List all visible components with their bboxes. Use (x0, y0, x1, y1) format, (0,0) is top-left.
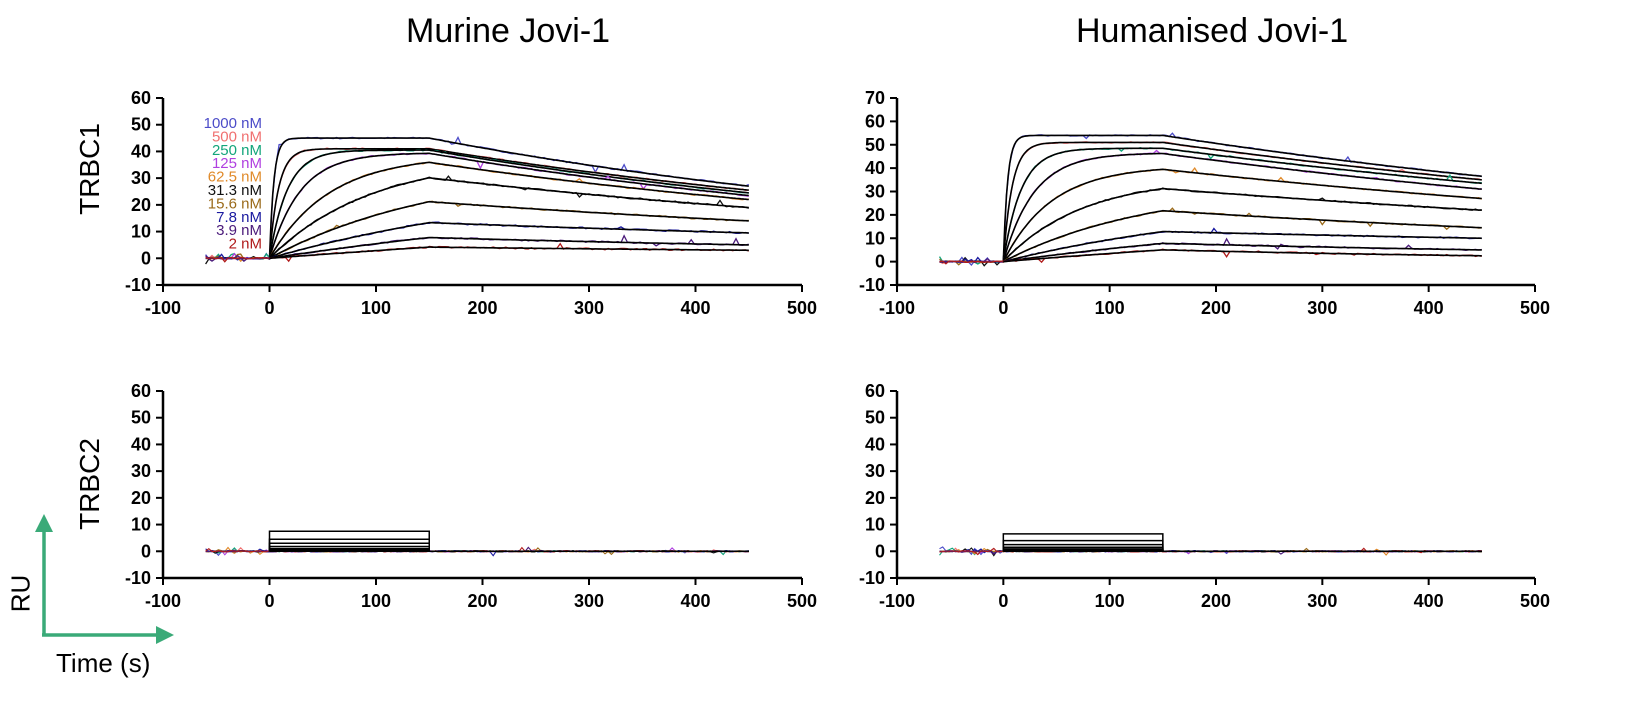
y-tick-label: 50 (131, 408, 151, 428)
panel-humanised-trbc2: -100102030405060-100 0 100 200 300 400 500 (859, 381, 1550, 611)
y-tick-label: 10 (865, 515, 885, 535)
x-tick-label: 100 (1095, 591, 1125, 611)
y-tick-label: -10 (125, 275, 151, 295)
x-tick-label: 200 (467, 298, 497, 318)
x-tick-label: 400 (680, 591, 710, 611)
x-tick-label: 100 (361, 591, 391, 611)
y-tick-label: 50 (865, 135, 885, 155)
x-tick-label: 400 (680, 298, 710, 318)
figure: Murine Jovi-1 Humanised Jovi-1 TRBC1 TRB… (0, 0, 1635, 726)
y-tick-label: 40 (865, 158, 885, 178)
plots-canvas: -100102030405060-100 0 100 200 300 400 5001000… (0, 0, 1635, 726)
x-tick-label: -100 (145, 298, 181, 318)
x-tick-label: -100 (145, 591, 181, 611)
x-tick-label: 300 (1307, 298, 1337, 318)
y-tick-label: 10 (131, 222, 151, 242)
x-tick-label: -100 (879, 298, 915, 318)
y-tick-label: 40 (131, 141, 151, 161)
x-tick-label: 0 (998, 591, 1008, 611)
y-tick-label: 60 (865, 111, 885, 131)
x-tick-label: 200 (1201, 298, 1231, 318)
y-tick-label: 60 (131, 381, 151, 401)
y-tick-label: 30 (865, 182, 885, 202)
x-tick-label: 500 (787, 591, 817, 611)
x-tick-label: 500 (1520, 298, 1550, 318)
x-tick-label: 0 (998, 298, 1008, 318)
y-tick-label: 30 (131, 461, 151, 481)
x-tick-label: 500 (787, 298, 817, 318)
y-tick-label: -10 (859, 568, 885, 588)
y-tick-label: -10 (859, 275, 885, 295)
x-tick-label: 100 (361, 298, 391, 318)
x-tick-label: 200 (467, 591, 497, 611)
x-tick-label: 500 (1520, 591, 1550, 611)
x-tick-label: 400 (1414, 591, 1444, 611)
y-tick-label: 20 (865, 205, 885, 225)
guide-arrowhead-right (156, 626, 174, 644)
panel-murine-trbc1: -100102030405060-100 0 100 200 300 400 5001000… (125, 88, 817, 318)
panel-murine-trbc2: -100102030405060-100 0 100 200 300 400 500 (125, 381, 817, 611)
y-tick-label: 30 (131, 168, 151, 188)
guide-y-label: RU (5, 575, 36, 613)
fit-curve-125nM (270, 153, 749, 258)
fit-curve-500nM (1003, 142, 1482, 261)
guide-arrowhead-up (35, 514, 53, 532)
x-tick-label: 400 (1414, 298, 1444, 318)
x-tick-label: 200 (1201, 591, 1231, 611)
y-tick-label: 0 (875, 252, 885, 272)
x-tick-label: 100 (1095, 298, 1125, 318)
y-tick-label: 10 (131, 515, 151, 535)
fit-curve-2nM (1003, 250, 1482, 262)
y-tick-label: 20 (131, 195, 151, 215)
y-tick-label: 20 (865, 488, 885, 508)
y-tick-label: 0 (141, 541, 151, 561)
y-tick-label: 20 (131, 488, 151, 508)
legend-entry-2nM: 2 nM (229, 236, 262, 253)
y-tick-label: 50 (131, 115, 151, 135)
fit-curve-31.3nM (270, 178, 749, 258)
y-tick-label: 60 (131, 88, 151, 108)
y-tick-label: 60 (865, 381, 885, 401)
y-tick-label: 40 (131, 434, 151, 454)
y-tick-label: 30 (865, 461, 885, 481)
y-tick-label: 70 (865, 88, 885, 108)
x-tick-label: 300 (574, 298, 604, 318)
x-tick-label: 0 (264, 298, 274, 318)
y-tick-label: 0 (141, 248, 151, 268)
x-tick-label: 300 (1307, 591, 1337, 611)
x-tick-label: -100 (879, 591, 915, 611)
x-tick-label: 300 (574, 591, 604, 611)
y-tick-label: 0 (875, 541, 885, 561)
panel-humanised-trbc1: -10010203040506070-100 0 100 200 300 400 500 (859, 88, 1550, 318)
y-tick-label: 40 (865, 434, 885, 454)
y-tick-label: -10 (125, 568, 151, 588)
y-tick-label: 10 (865, 228, 885, 248)
guide-x-label: Time (s) (56, 648, 150, 679)
y-tick-label: 50 (865, 408, 885, 428)
x-tick-label: 0 (264, 591, 274, 611)
